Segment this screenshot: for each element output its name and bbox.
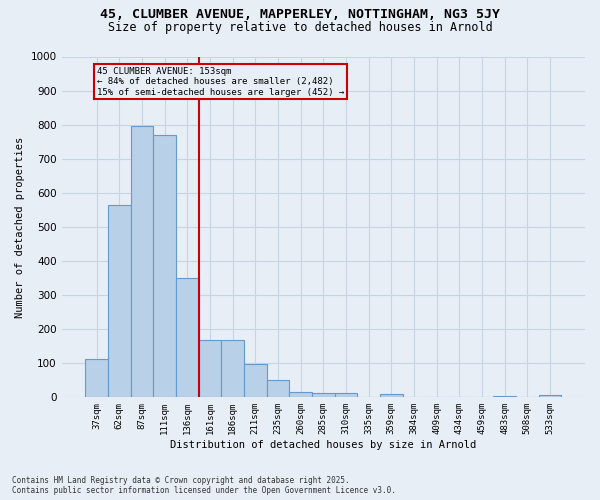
Bar — [312, 393, 335, 398]
Bar — [85, 359, 108, 398]
Bar — [221, 340, 244, 398]
Text: Size of property relative to detached houses in Arnold: Size of property relative to detached ho… — [107, 21, 493, 34]
Bar — [289, 392, 312, 398]
Bar — [108, 206, 131, 398]
Bar — [335, 393, 357, 398]
Bar — [199, 340, 221, 398]
Bar — [154, 135, 176, 398]
Text: 45, CLUMBER AVENUE, MAPPERLEY, NOTTINGHAM, NG3 5JY: 45, CLUMBER AVENUE, MAPPERLEY, NOTTINGHA… — [100, 8, 500, 20]
Bar — [176, 278, 199, 398]
Y-axis label: Number of detached properties: Number of detached properties — [15, 136, 25, 318]
Bar — [266, 380, 289, 398]
Text: 45 CLUMBER AVENUE: 153sqm
← 84% of detached houses are smaller (2,482)
15% of se: 45 CLUMBER AVENUE: 153sqm ← 84% of detac… — [97, 66, 344, 96]
Bar — [493, 396, 516, 398]
Bar — [539, 394, 561, 398]
Bar — [380, 394, 403, 398]
Bar — [244, 364, 266, 398]
Text: Contains HM Land Registry data © Crown copyright and database right 2025.
Contai: Contains HM Land Registry data © Crown c… — [12, 476, 396, 495]
X-axis label: Distribution of detached houses by size in Arnold: Distribution of detached houses by size … — [170, 440, 476, 450]
Bar — [131, 126, 154, 398]
